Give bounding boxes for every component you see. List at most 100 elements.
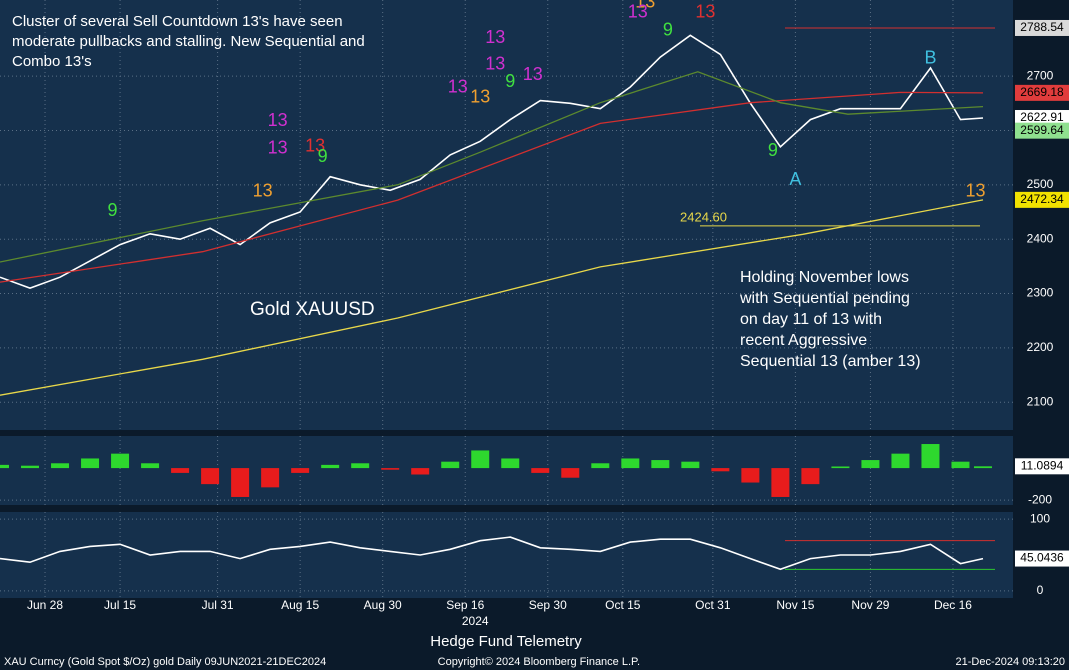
bar (861, 460, 880, 469)
note: on day 11 of 13 with (740, 311, 882, 328)
x-tick-label: Oct 15 (605, 598, 641, 612)
price-label: 2472.34 (1020, 192, 1064, 206)
annotation: 9 (768, 140, 778, 160)
price-label: 2599.64 (1020, 123, 1064, 137)
bar (351, 463, 370, 469)
bar (651, 460, 670, 469)
level-label: 2424.60 (680, 209, 727, 224)
bar (951, 461, 970, 469)
price-box (1015, 110, 1069, 127)
annotation: 13 (448, 76, 468, 96)
annotation: 13 (695, 1, 715, 21)
bar (741, 468, 760, 483)
bar (231, 468, 250, 497)
bar (51, 463, 70, 469)
series-line (0, 34, 984, 289)
x-tick-label: Sep 30 (529, 598, 567, 612)
price-label: 2788.54 (1020, 20, 1064, 34)
bar (531, 468, 550, 473)
footer-left: XAU Curncy (Gold Spot $/Oz) gold Daily 0… (4, 656, 326, 668)
annotation: 13 (268, 110, 288, 130)
annotation: 13 (253, 181, 273, 201)
annotation: 13 (635, 0, 655, 11)
price-box (1015, 122, 1069, 139)
bar (381, 468, 400, 470)
x-tick-label: Nov 15 (776, 598, 814, 612)
annotation: 13 (628, 1, 648, 21)
note: Combo 13's (12, 53, 92, 70)
bar (501, 458, 520, 469)
bar (201, 468, 220, 485)
note: Holding November lows (740, 269, 909, 286)
annotation: 13 (485, 53, 505, 73)
bar (0, 464, 9, 469)
bar (973, 466, 992, 469)
y-tick-label: -200 (1028, 492, 1052, 506)
note: recent Aggressive (740, 332, 867, 349)
note: moderate pullbacks and stalling. New Seq… (12, 33, 365, 50)
bar (711, 468, 730, 472)
y-tick-label: 2300 (1027, 286, 1054, 300)
bar (291, 468, 310, 473)
bar (891, 453, 910, 469)
bar (621, 458, 640, 469)
value-box (1015, 458, 1069, 475)
y-tick-label: 2500 (1027, 177, 1054, 191)
annotation: 13 (523, 64, 543, 84)
bar (471, 450, 490, 469)
bar (141, 463, 160, 469)
x-tick-label: Jun 28 (27, 598, 63, 612)
annotation: 13 (485, 27, 505, 47)
x-tick-label: Aug 30 (364, 598, 402, 612)
y-tick-label: 0 (1037, 583, 1044, 597)
y-tick-label: 100 (1030, 511, 1050, 525)
y-tick-label: 2200 (1027, 340, 1054, 354)
price-label: 2622.91 (1020, 110, 1064, 124)
bar (921, 444, 940, 469)
price-box (1015, 84, 1069, 101)
y-tick-label: 2100 (1027, 394, 1054, 408)
x-tick-label: Dec 16 (934, 598, 972, 612)
price-label: 2669.18 (1020, 85, 1064, 99)
bar (681, 461, 700, 469)
x-tick-label: Jul 31 (202, 598, 234, 612)
x-tick-label: Oct 31 (695, 598, 731, 612)
series-line (0, 199, 984, 396)
y-tick-label: 2400 (1027, 231, 1054, 245)
y-tick-label: 2700 (1027, 68, 1054, 82)
price-panel (0, 0, 1013, 430)
annotation: 13 (305, 136, 325, 156)
x-tick-label: Nov 29 (851, 598, 889, 612)
annotation: 13 (470, 87, 490, 107)
annotation: 9 (505, 71, 515, 91)
bar (21, 465, 40, 469)
bar (561, 468, 580, 478)
x-tick-label: Aug 15 (281, 598, 319, 612)
price-box (1015, 19, 1069, 36)
footer-center: Hedge Fund Telemetry (430, 633, 582, 650)
bar (441, 461, 460, 469)
series-line (0, 536, 984, 571)
chart-title: Gold XAUUSD (250, 299, 375, 320)
value-label: 11.0894 (1021, 458, 1064, 472)
note: Sequential 13 (amber 13) (740, 353, 921, 370)
x-tick-label: Sep 16 (446, 598, 484, 612)
bar (801, 468, 820, 485)
bar (771, 468, 790, 497)
copyright: Copyright© 2024 Bloomberg Finance L.P. (438, 656, 640, 668)
footer-right: 21-Dec-2024 09:13:20 (956, 656, 1065, 668)
series-line (0, 91, 984, 283)
series-line (0, 71, 984, 263)
value-label: 45.0436 (1020, 551, 1064, 565)
bar (411, 468, 430, 475)
bar (81, 458, 100, 469)
annotation: B (924, 47, 936, 67)
x-tick-label: Jul 15 (104, 598, 136, 612)
histogram-panel (0, 436, 1013, 505)
annotation: 9 (108, 200, 118, 220)
note: with Sequential pending (739, 290, 910, 307)
annotation: A (789, 169, 801, 189)
value-box (1015, 550, 1069, 567)
bar (261, 468, 280, 488)
